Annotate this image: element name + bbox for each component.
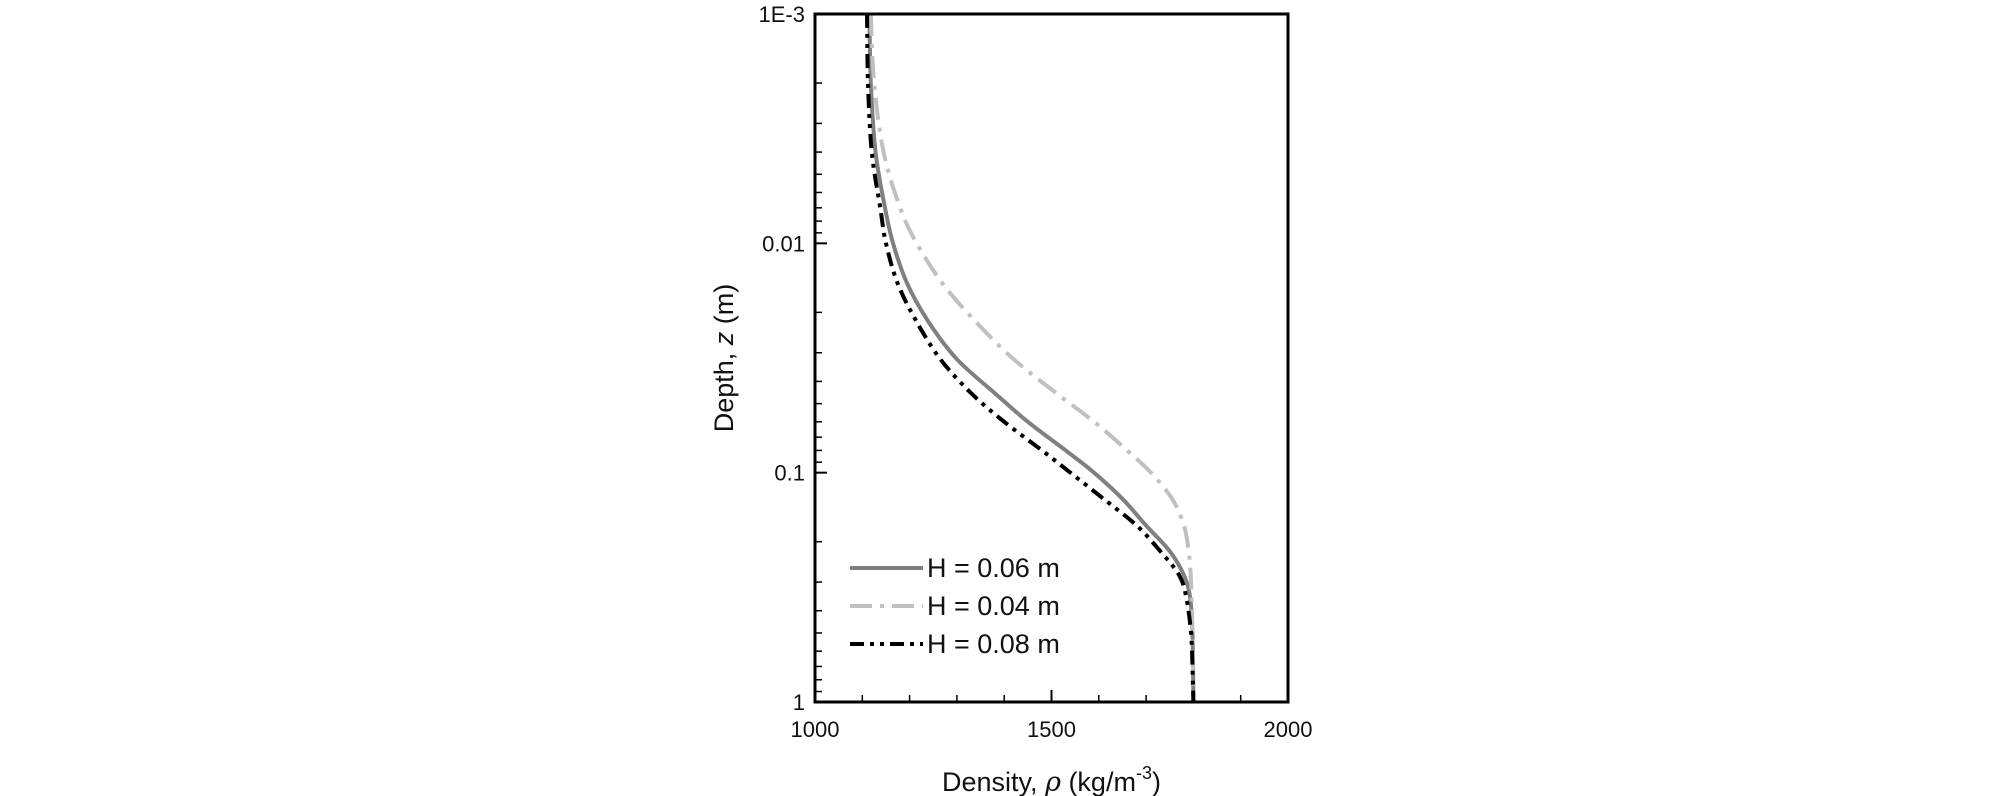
legend-label-3: H = 0.08 m [927,629,1060,659]
y-axis-ticks: 1E-3 0.01 0.1 1 [759,2,827,715]
x-tick-label: 1500 [1027,717,1076,742]
legend-label-1: H = 0.06 m [927,553,1060,583]
y-tick-label: 0.01 [762,231,805,256]
series-line-2 [868,13,1196,703]
y-tick-label: 1E-3 [759,2,805,27]
x-axis-ticks: 1000 1500 2000 [791,690,1313,742]
legend: H = 0.06 m H = 0.04 m H = 0.08 m [850,553,1060,659]
series-line-3 [865,13,1196,703]
x-tick-label: 2000 [1264,717,1313,742]
series-layer [865,13,1196,703]
series-line-1 [867,13,1196,703]
x-tick-label: 1000 [791,717,840,742]
y-tick-label: 1 [793,690,805,715]
x-axis-title: Density, ρ (kg/m-3) [942,763,1161,796]
y-tick-label: 0.1 [774,461,805,486]
y-axis-title: Depth, z (m) [709,284,739,433]
legend-label-2: H = 0.04 m [927,591,1060,621]
